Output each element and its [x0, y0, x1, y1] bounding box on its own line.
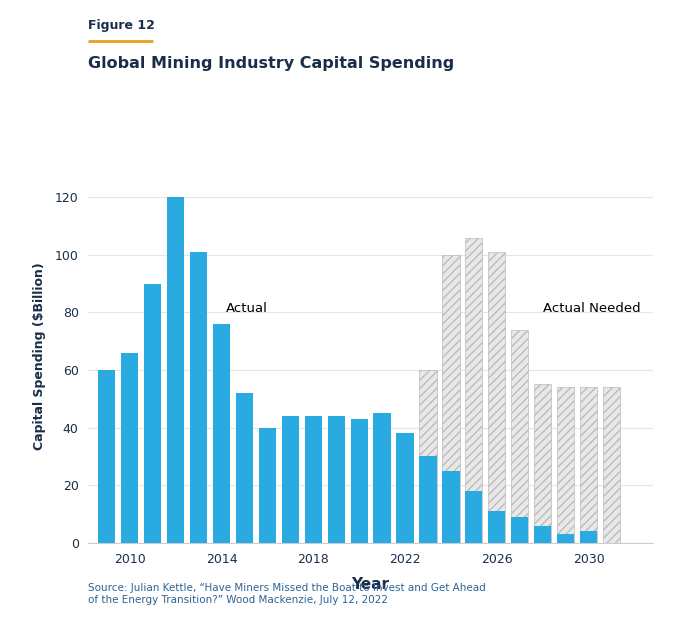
Bar	[580, 532, 597, 543]
Text: Figure 12: Figure 12	[88, 19, 155, 32]
Bar	[442, 255, 460, 543]
Text: Global Mining Industry Capital Spending: Global Mining Industry Capital Spending	[88, 56, 455, 71]
Bar	[167, 197, 184, 543]
Bar	[350, 419, 368, 543]
Bar	[144, 284, 161, 543]
Bar	[236, 393, 253, 543]
Bar	[534, 384, 551, 543]
Bar	[328, 416, 345, 543]
Bar	[213, 324, 230, 543]
Bar	[557, 388, 574, 543]
Y-axis label: Capital Spending ($Billion): Capital Spending ($Billion)	[33, 262, 46, 449]
Bar	[465, 238, 482, 543]
Bar	[511, 517, 528, 543]
Text: Actual: Actual	[226, 303, 268, 315]
Bar	[534, 525, 551, 543]
Bar	[305, 416, 322, 543]
Bar	[121, 353, 138, 543]
Bar	[488, 252, 505, 543]
Bar	[190, 252, 207, 543]
Bar	[420, 370, 437, 543]
Bar	[396, 434, 413, 543]
Bar	[259, 427, 276, 543]
Bar	[511, 329, 528, 543]
X-axis label: Year: Year	[352, 577, 390, 592]
Bar	[557, 534, 574, 543]
Bar	[603, 388, 620, 543]
Bar	[373, 413, 391, 543]
Bar	[282, 416, 299, 543]
Text: Actual Needed: Actual Needed	[543, 303, 641, 315]
Bar	[420, 457, 437, 543]
Text: Source: Julian Kettle, “Have Miners Missed the Boat to Invest and Get Ahead
of t: Source: Julian Kettle, “Have Miners Miss…	[88, 583, 486, 605]
Bar	[98, 370, 116, 543]
Bar	[442, 471, 460, 543]
Bar	[465, 491, 482, 543]
Bar	[580, 388, 597, 543]
Bar	[488, 511, 505, 543]
